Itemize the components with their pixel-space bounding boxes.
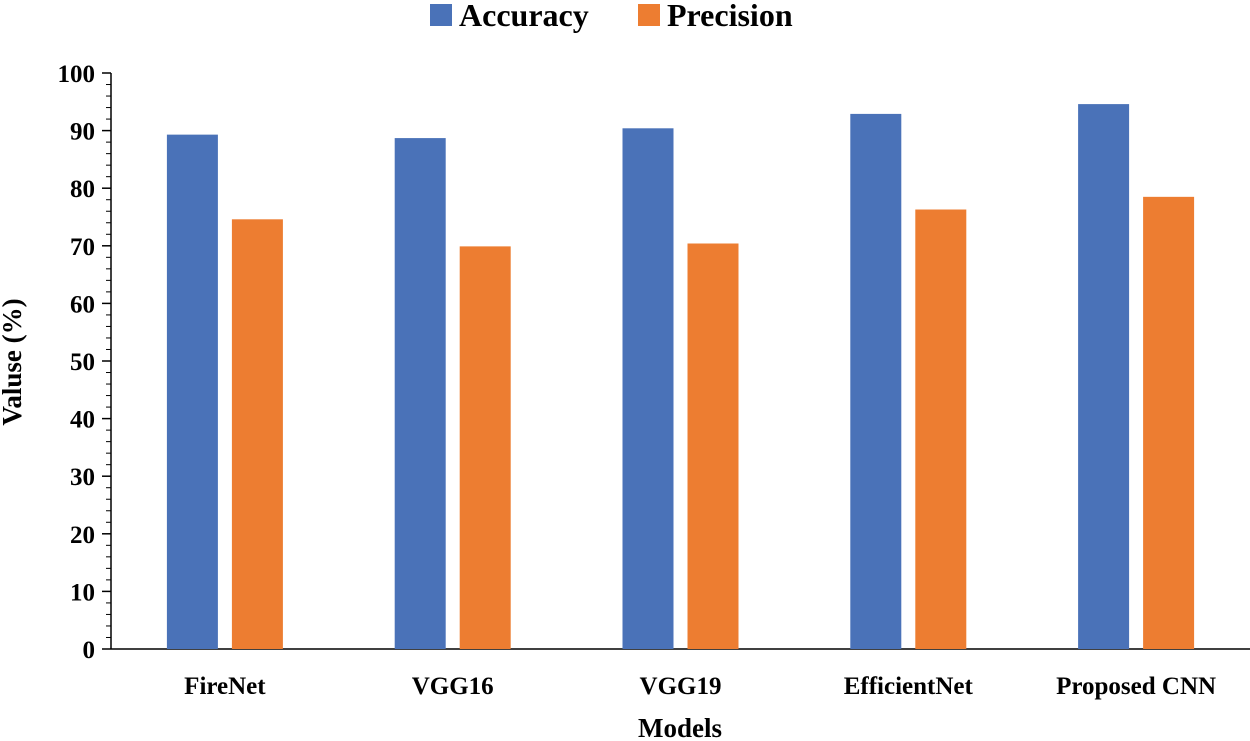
legend-swatch-accuracy — [430, 4, 452, 26]
bars — [166, 104, 1195, 649]
legend-label-accuracy: Accuracy — [459, 0, 589, 33]
x-tick-label: Proposed CNN — [1056, 673, 1216, 700]
bar-precision-efficientnet — [915, 209, 967, 649]
bar-accuracy-proposed-cnn — [1078, 104, 1130, 649]
legend: Accuracy Precision — [430, 0, 793, 33]
y-tick-label: 60 — [70, 291, 95, 318]
y-tick-label: 70 — [70, 234, 95, 261]
y-tick-label: 50 — [70, 349, 95, 376]
legend-label-precision: Precision — [667, 0, 793, 33]
x-tick-label: VGG16 — [412, 673, 494, 700]
bar-accuracy-firenet — [166, 134, 218, 649]
y-tick-label: 10 — [70, 579, 95, 606]
x-tick-label: FireNet — [184, 673, 266, 700]
x-axis: FireNet VGG16 VGG19 EfficientNet Proposed CN… — [111, 648, 1250, 700]
bar-precision-vgg16 — [459, 246, 511, 649]
y-axis-title: Valuse (%) — [0, 298, 27, 425]
y-axis: 0 10 20 30 40 50 60 70 80 90 100 — [58, 61, 112, 664]
y-tick-label: 40 — [70, 407, 95, 434]
y-tick-label: 0 — [83, 637, 96, 664]
y-tick-label: 80 — [70, 176, 95, 203]
x-axis-title: Models — [638, 713, 722, 741]
y-tick-label: 90 — [70, 119, 95, 146]
y-tick-label: 30 — [70, 464, 95, 491]
bar-accuracy-vgg16 — [394, 138, 446, 649]
x-tick-label: VGG19 — [640, 673, 722, 700]
bar-accuracy-efficientnet — [850, 113, 902, 649]
legend-swatch-precision — [638, 4, 660, 26]
bar-precision-firenet — [231, 219, 283, 649]
y-tick-label: 20 — [70, 522, 95, 549]
x-tick-label: EfficientNet — [844, 673, 974, 700]
bar-precision-proposed-cnn — [1143, 196, 1195, 649]
y-tick-label: 100 — [58, 61, 96, 88]
bar-precision-vgg19 — [687, 243, 739, 649]
bar-accuracy-vgg19 — [622, 128, 674, 649]
